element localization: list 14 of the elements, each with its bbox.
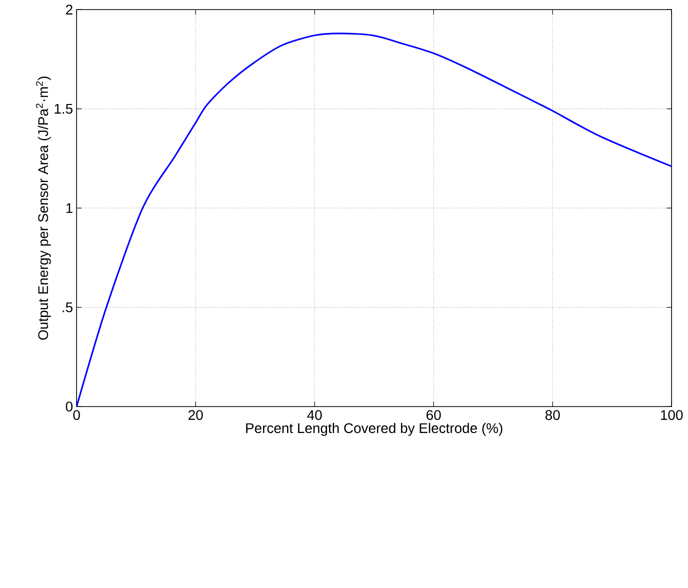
line-series: [76, 32, 672, 407]
y-tick-label: 2: [66, 4, 72, 14]
x-tick-label: 60: [426, 410, 441, 420]
y-tick-label: 1.5: [54, 104, 72, 114]
x-axis-title: Percent Length Covered by Electrode (%): [246, 422, 502, 436]
x-tick-label: 80: [545, 410, 560, 420]
y-tick-label: .5: [62, 302, 72, 312]
x-tick-label: 40: [307, 410, 322, 420]
x-tick-label: 20: [188, 410, 203, 420]
y-tick-label: 0: [66, 402, 73, 412]
x-tick-label: 0: [73, 410, 80, 420]
x-tick-label: 100: [661, 410, 683, 420]
y-axis-title: Output Energy per Sensor Area (J/Pa$^{2}$·m$^{2}$): [36, 76, 51, 340]
y-tick-label: 1: [66, 203, 72, 213]
